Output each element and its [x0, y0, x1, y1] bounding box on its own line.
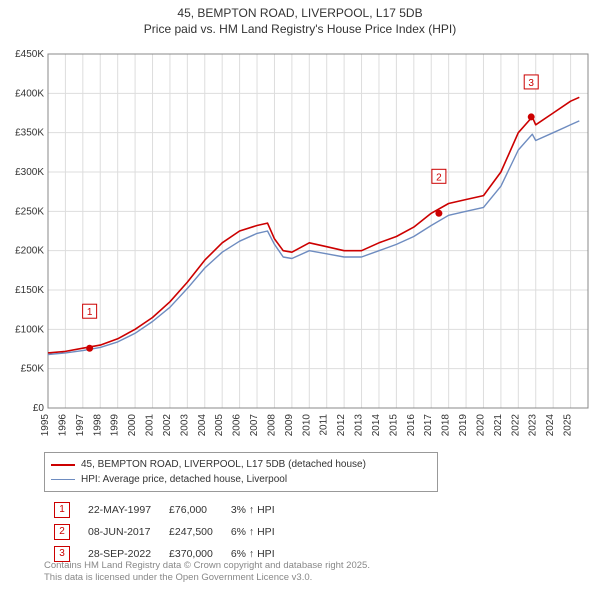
- tx-marker: 1: [46, 500, 78, 520]
- tx-pct: 6% ↑ HPI: [223, 522, 283, 542]
- svg-text:2011: 2011: [319, 414, 330, 436]
- svg-text:2001: 2001: [145, 414, 156, 437]
- svg-text:2003: 2003: [179, 414, 190, 437]
- tx-price: £76,000: [161, 500, 221, 520]
- svg-text:2020: 2020: [475, 414, 486, 437]
- svg-text:£400K: £400K: [15, 88, 44, 99]
- svg-text:2018: 2018: [441, 414, 452, 437]
- svg-text:1999: 1999: [110, 414, 121, 437]
- legend-item-price-paid: 45, BEMPTON ROAD, LIVERPOOL, L17 5DB (de…: [51, 457, 431, 472]
- svg-text:2010: 2010: [301, 414, 312, 437]
- svg-text:£450K: £450K: [15, 49, 44, 60]
- svg-text:2024: 2024: [545, 414, 556, 437]
- tx-date: 08-JUN-2017: [80, 522, 159, 542]
- svg-text:2014: 2014: [371, 414, 382, 437]
- svg-text:2008: 2008: [266, 414, 277, 437]
- tx-date: 22-MAY-1997: [80, 500, 159, 520]
- tx-price: £247,500: [161, 522, 221, 542]
- svg-text:2009: 2009: [284, 414, 295, 437]
- svg-text:2016: 2016: [406, 414, 417, 437]
- svg-text:£200K: £200K: [15, 246, 44, 257]
- svg-text:1996: 1996: [57, 414, 68, 437]
- transaction-row: 122-MAY-1997£76,0003% ↑ HPI: [46, 500, 283, 520]
- svg-text:3: 3: [528, 78, 534, 89]
- title-line2: Price paid vs. HM Land Registry's House …: [0, 22, 600, 38]
- transactions-table: 122-MAY-1997£76,0003% ↑ HPI208-JUN-2017£…: [44, 498, 285, 566]
- svg-text:2019: 2019: [458, 414, 469, 437]
- svg-text:2006: 2006: [232, 414, 243, 437]
- svg-text:1997: 1997: [75, 414, 86, 437]
- tx-marker: 2: [46, 522, 78, 542]
- svg-text:£250K: £250K: [15, 206, 44, 217]
- svg-text:2023: 2023: [528, 414, 539, 437]
- footer-attribution: Contains HM Land Registry data © Crown c…: [44, 560, 370, 585]
- svg-text:2012: 2012: [336, 414, 347, 437]
- svg-text:£150K: £150K: [15, 285, 44, 296]
- chart-title: 45, BEMPTON ROAD, LIVERPOOL, L17 5DB Pri…: [0, 0, 600, 37]
- svg-text:2021: 2021: [493, 414, 504, 437]
- svg-text:1: 1: [87, 307, 93, 318]
- legend-swatch-0: [51, 464, 75, 466]
- svg-text:£100K: £100K: [15, 324, 44, 335]
- price-chart: £0 £50K £100K £150K £200K £250K £300K £350K £400…: [8, 44, 592, 444]
- legend-swatch-1: [51, 479, 75, 480]
- svg-text:1995: 1995: [40, 414, 51, 437]
- legend: 45, BEMPTON ROAD, LIVERPOOL, L17 5DB (de…: [44, 452, 438, 492]
- svg-text:2000: 2000: [127, 414, 138, 437]
- svg-text:2015: 2015: [388, 414, 399, 437]
- footer-line2: This data is licensed under the Open Gov…: [44, 572, 370, 584]
- svg-text:£350K: £350K: [15, 128, 44, 139]
- legend-label-0: 45, BEMPTON ROAD, LIVERPOOL, L17 5DB (de…: [81, 457, 366, 472]
- title-line1: 45, BEMPTON ROAD, LIVERPOOL, L17 5DB: [0, 6, 600, 22]
- svg-text:2007: 2007: [249, 414, 260, 437]
- svg-text:2004: 2004: [197, 414, 208, 437]
- svg-text:2017: 2017: [423, 414, 434, 437]
- footer-line1: Contains HM Land Registry data © Crown c…: [44, 560, 370, 572]
- tx-pct: 3% ↑ HPI: [223, 500, 283, 520]
- svg-text:2025: 2025: [563, 414, 574, 437]
- svg-text:2: 2: [436, 172, 442, 183]
- svg-text:£0: £0: [33, 403, 45, 414]
- chart-svg: £0 £50K £100K £150K £200K £250K £300K £350K £400…: [8, 44, 592, 444]
- svg-text:£50K: £50K: [21, 364, 45, 375]
- svg-text:2002: 2002: [162, 414, 173, 437]
- transaction-row: 208-JUN-2017£247,5006% ↑ HPI: [46, 522, 283, 542]
- svg-text:2005: 2005: [214, 414, 225, 437]
- svg-text:2013: 2013: [354, 414, 365, 437]
- legend-item-hpi: HPI: Average price, detached house, Live…: [51, 472, 431, 487]
- legend-label-1: HPI: Average price, detached house, Live…: [81, 472, 287, 487]
- svg-text:£300K: £300K: [15, 167, 44, 178]
- svg-text:2022: 2022: [510, 414, 521, 437]
- svg-text:1998: 1998: [92, 414, 103, 437]
